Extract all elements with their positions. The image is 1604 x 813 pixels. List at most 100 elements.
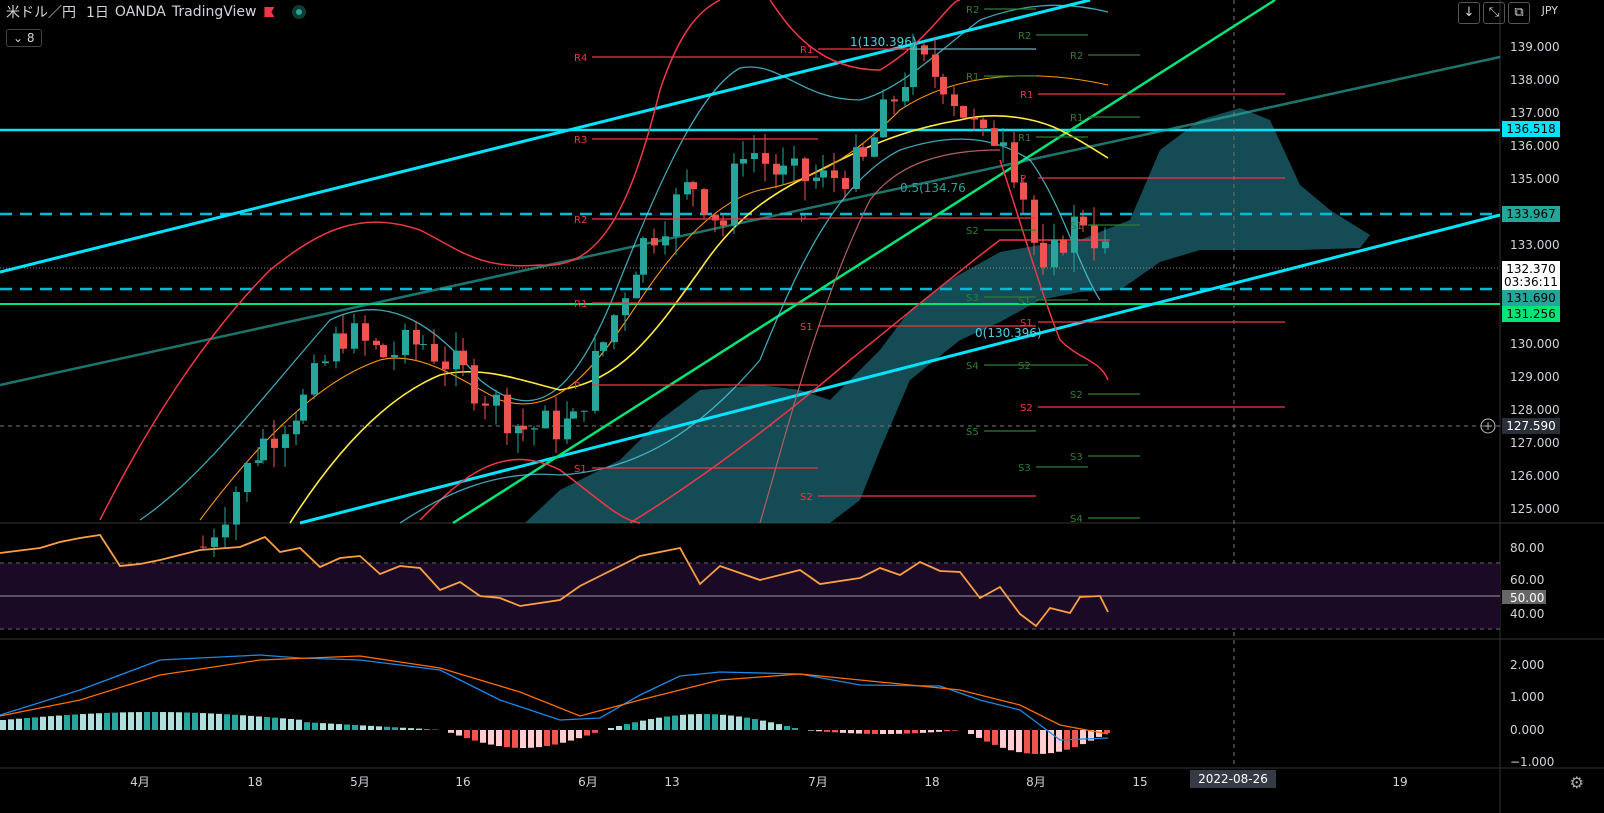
macd-histogram-bar (216, 713, 222, 730)
pivot-label: P (574, 381, 580, 392)
candle-body (564, 418, 571, 440)
chart-header: 米ドル／円 1日 OANDA TradingView (0, 0, 307, 24)
macd-histogram-bar (744, 717, 750, 730)
macd-histogram-bar (336, 724, 342, 730)
candle-body (1091, 225, 1098, 249)
price-tag: 136.518 (1502, 121, 1560, 137)
macd-histogram-bar (528, 730, 534, 748)
gear-icon[interactable]: ⚙ (1569, 773, 1584, 792)
price-axis-label: 139.000 (1510, 40, 1560, 54)
macd-histogram-bar (664, 716, 670, 730)
macd-histogram-bar (1088, 730, 1094, 741)
candle-body (351, 323, 358, 349)
candle-body (971, 117, 978, 120)
macd-histogram-bar (936, 730, 942, 732)
arrow-down-icon[interactable]: ↓ (1458, 2, 1480, 24)
rsi-axis-label: 60.00 (1510, 573, 1544, 587)
candle-body (622, 298, 629, 316)
price-tag: 132.370 (1502, 261, 1560, 277)
rsi-axis-label: 50.00 (1510, 591, 1544, 605)
macd-histogram-bar (408, 728, 414, 730)
macd-histogram-bar (1104, 730, 1110, 734)
pivot-label: S3 (1018, 463, 1031, 474)
macd-histogram-bar (592, 730, 598, 733)
candle-body (1031, 199, 1038, 243)
candle-body (633, 274, 640, 299)
ichimoku-cloud (525, 108, 1370, 523)
macd-histogram-bar (952, 730, 958, 731)
candle-body (431, 343, 438, 362)
candle-body (300, 394, 307, 421)
candle-body (255, 460, 262, 463)
macd-histogram-bar (272, 717, 278, 730)
macd-histogram-bar (328, 723, 334, 730)
price-axis-label: 130.000 (1510, 337, 1560, 351)
time-axis-label: 4月 (130, 775, 150, 789)
macd-histogram-bar (1000, 730, 1006, 748)
symbol-name[interactable]: 米ドル／円 (6, 5, 76, 21)
macd-histogram-bar (608, 727, 614, 730)
macd-histogram-bar (856, 730, 862, 734)
pivot-label: S3 (966, 293, 979, 304)
macd-histogram-bar (648, 719, 654, 730)
macd-histogram-bar (344, 724, 350, 730)
macd-histogram-bar (632, 722, 638, 730)
flag-icon[interactable] (264, 7, 275, 17)
fib-low-label: 0(130.396) (975, 326, 1042, 340)
candle-body (690, 182, 697, 190)
band-teal-lower (399, 138, 1101, 524)
macd-histogram-bar (320, 723, 326, 730)
candle-body (293, 420, 300, 435)
macd-histogram-bar (944, 730, 950, 732)
macd-histogram-bar (560, 730, 566, 743)
candle-body (902, 87, 909, 102)
interval-label[interactable]: 1日 (86, 5, 109, 21)
collapse-icon[interactable]: ⤡ (1483, 2, 1505, 24)
macd-histogram-bar (480, 730, 486, 743)
macd-histogram-bar (784, 726, 790, 730)
macd-histogram-bar (392, 727, 398, 730)
candle-body (860, 147, 867, 157)
time-axis-label: 18 (924, 775, 939, 789)
macd-histogram-bar (736, 716, 742, 730)
macd-histogram-bar (680, 714, 686, 730)
macd-histogram-bar (128, 712, 134, 730)
pivot-label: R2 (1018, 31, 1031, 42)
candle-body (831, 170, 838, 178)
candle-body (773, 163, 780, 175)
maximize-icon[interactable]: ⧉ (1508, 2, 1530, 24)
candle-body (751, 153, 758, 160)
macd-axis-label: 2.000 (1510, 658, 1544, 672)
pivot-label: S1 (800, 322, 813, 333)
macd-histogram-bar (256, 716, 262, 730)
candle-body (731, 163, 738, 226)
candle-body (701, 189, 708, 215)
bollinger-upper-2 (769, 0, 961, 71)
pivot-label: R1 (800, 45, 813, 56)
band-teal-upper (139, 4, 1109, 521)
pivot-label: R1 (966, 72, 979, 83)
price-tag: 03:36:11 (1502, 274, 1560, 290)
indicator-count-badge[interactable]: ⌄ 8 (6, 29, 42, 47)
candle-body (891, 99, 898, 102)
price-tag: 131.256 (1502, 306, 1560, 322)
time-axis-label: 19 (1392, 775, 1407, 789)
candle-body (373, 340, 380, 346)
macd-histogram-bar (112, 712, 118, 730)
macd-histogram-bar (104, 712, 110, 730)
price-tag: 133.967 (1502, 206, 1560, 222)
macd-histogram-bar (0, 720, 6, 730)
macd-histogram-bar (16, 718, 22, 730)
currency-label[interactable]: JPY (1541, 4, 1558, 17)
candle-body (932, 54, 939, 77)
candle-body (581, 410, 588, 412)
macd-histogram-bar (72, 714, 78, 730)
macd-histogram-bar (192, 712, 198, 730)
candle-body (720, 220, 727, 226)
macd-histogram-bar (168, 712, 174, 730)
candle-body (460, 350, 467, 366)
macd-histogram-bar (584, 730, 590, 736)
candle-body (553, 410, 560, 440)
macd-histogram-bar (424, 729, 430, 730)
